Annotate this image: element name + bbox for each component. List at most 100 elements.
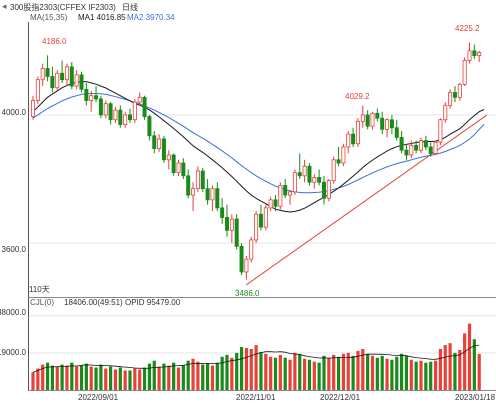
candle-body (89, 95, 94, 101)
volume-bar (235, 352, 239, 390)
candle-body (60, 72, 65, 81)
candle-body (312, 177, 317, 183)
date-tick-label: 2022/11/01 (236, 393, 276, 402)
volume-bar (356, 350, 360, 390)
candle-body (171, 154, 176, 174)
candle-body (321, 181, 326, 199)
window-control-icon[interactable]: ◂ (2, 1, 7, 11)
candle-body (55, 72, 60, 89)
volume-bar (429, 361, 433, 390)
volume-bar (215, 362, 219, 390)
volume-average-path (32, 344, 480, 373)
candle-body (268, 199, 273, 209)
volume-bar (332, 354, 336, 390)
candle-body (249, 239, 254, 260)
candle-body (113, 109, 118, 121)
candle-body (385, 119, 390, 130)
volume-bar (443, 345, 447, 390)
candle-body (336, 159, 341, 164)
candle-body (210, 188, 215, 201)
volume-bar (75, 366, 79, 390)
volume-bar (433, 360, 438, 390)
candle-body (132, 101, 137, 121)
volume-bar (225, 354, 229, 390)
volume-bar (123, 370, 127, 390)
volume-bar (191, 358, 195, 390)
volume-bar (424, 362, 428, 390)
volume-bar (176, 367, 181, 390)
candle-body (351, 133, 356, 145)
candle-body (263, 207, 268, 228)
moving-averages (32, 81, 485, 213)
candle-body (457, 84, 462, 98)
volume-bar (113, 369, 118, 390)
candlesticks (30, 42, 482, 280)
gridlines (29, 114, 496, 354)
volume-bar (390, 359, 394, 390)
candle-body (380, 117, 385, 130)
volume-bar (133, 368, 137, 390)
ma1-value: MA1 4016.85 (78, 13, 126, 22)
candle-body (45, 68, 50, 77)
candle-body (69, 66, 74, 87)
symbol-title: 300股指2303(CFFEX IF2303) (10, 2, 116, 12)
volume-bar (370, 355, 375, 390)
trendline (246, 114, 488, 286)
volume-bar (395, 356, 399, 390)
volume-bar (244, 348, 248, 390)
volume-bar (249, 349, 253, 390)
volume-bar (448, 343, 452, 390)
candle-body (94, 95, 99, 100)
volume-bar (99, 364, 103, 390)
volume-bar (346, 352, 350, 390)
volume-bar (181, 365, 185, 390)
volume-bar (336, 356, 341, 390)
volume-bar (375, 357, 379, 390)
candle-body (472, 50, 477, 57)
candle-body (64, 66, 69, 81)
volume-bar (109, 366, 113, 390)
trendline-segment (246, 114, 488, 286)
volume-bar (409, 359, 413, 390)
candle-body (147, 116, 152, 137)
volume-bar (147, 363, 151, 390)
volume-bar (419, 360, 423, 390)
candle-body (370, 112, 375, 127)
candle-body (409, 144, 414, 156)
volume-bar (84, 363, 88, 390)
candle-body (278, 185, 283, 207)
volume-bar (254, 345, 258, 390)
period-label[interactable]: 日线 (122, 2, 138, 12)
candle-body (152, 135, 157, 149)
candle-body (229, 218, 234, 231)
candle-body (288, 191, 293, 196)
ma-params-label[interactable]: MA(15,35) (30, 13, 68, 22)
candle-body (35, 79, 40, 101)
volume-bar (94, 367, 98, 390)
candle-body (443, 104, 448, 121)
candle-body (224, 217, 229, 231)
volume-bar (273, 357, 278, 390)
candle-body (346, 133, 351, 148)
volume-bar (385, 358, 389, 390)
volume-bar (380, 355, 384, 390)
volume-bar (438, 349, 442, 390)
candle-body (108, 103, 113, 121)
candle-body (433, 141, 438, 154)
candle-body (365, 114, 370, 127)
volume-bar (186, 360, 190, 390)
volume-bar (36, 368, 40, 390)
volume-bar (45, 362, 50, 390)
candle-body (404, 149, 409, 156)
volume-bar (142, 367, 147, 390)
volume-bar (220, 356, 224, 390)
ma1-line (32, 81, 485, 213)
volume-bar (341, 353, 345, 390)
volume-bar (322, 355, 326, 390)
volume-bar (366, 353, 370, 390)
volume-bar (210, 365, 215, 390)
volume-indicator-label[interactable]: CJL(0) (30, 298, 54, 307)
candle-body (389, 119, 394, 129)
open-interest-value: OPID 95479.00 (125, 298, 181, 307)
